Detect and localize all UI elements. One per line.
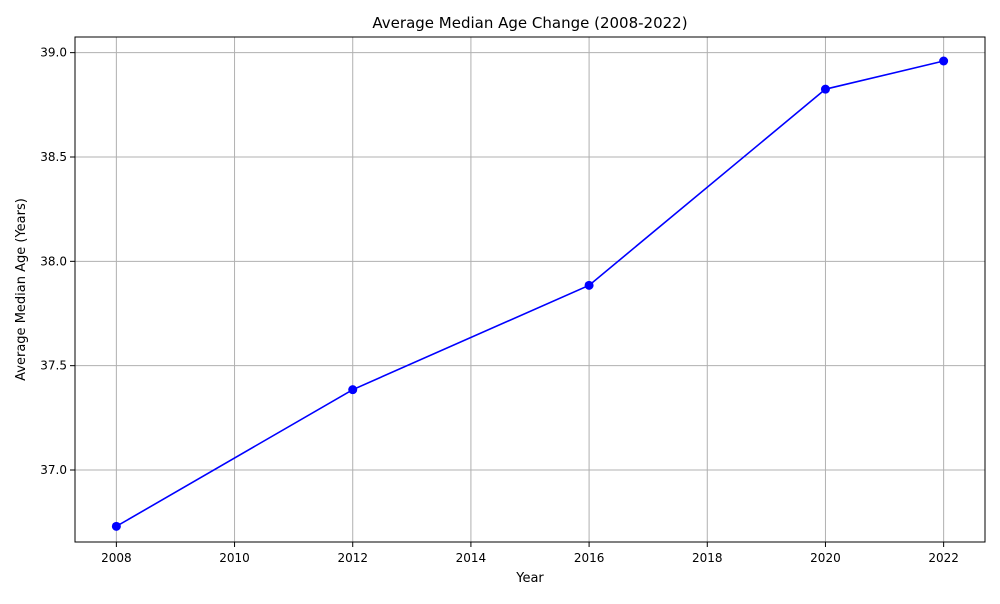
- x-tick-label: 2014: [456, 551, 487, 565]
- x-tick-label: 2020: [810, 551, 841, 565]
- axes-frame: [74, 36, 986, 543]
- y-tick-label: 38.0: [40, 254, 67, 268]
- x-tick-label: 2016: [574, 551, 605, 565]
- x-tick-label: 2010: [219, 551, 250, 565]
- data-point: [820, 84, 830, 94]
- y-axis-label: Average Median Age (Years): [14, 198, 29, 381]
- y-tick-label: 39.0: [40, 46, 67, 60]
- series: [111, 56, 949, 531]
- x-tick-label: 2022: [928, 551, 959, 565]
- x-tick-label: 2018: [692, 551, 723, 565]
- x-tick-label: 2008: [101, 551, 132, 565]
- data-point: [584, 280, 594, 290]
- grid: [75, 37, 985, 542]
- plot-area: [75, 37, 985, 542]
- y-tick-label: 38.5: [40, 150, 67, 164]
- data-point: [939, 56, 949, 66]
- data-point: [348, 385, 358, 395]
- x-axis-label: Year: [515, 571, 544, 586]
- y-tick-label: 37.5: [40, 359, 67, 373]
- y-tick-label: 37.0: [40, 463, 67, 477]
- x-tick-label: 2012: [337, 551, 368, 565]
- axes: 2008 2010 2012 2014 2016 2018 2020 2022 37.0 37.5…: [40, 36, 986, 565]
- labels: Average Median Age Change (2008-2022) Ye…: [14, 14, 688, 586]
- data-point: [111, 521, 121, 531]
- chart-title: Average Median Age Change (2008-2022): [372, 14, 687, 32]
